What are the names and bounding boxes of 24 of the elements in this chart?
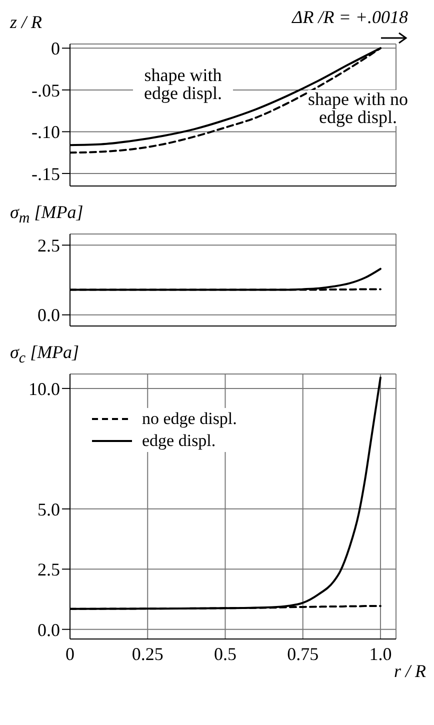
- y-tick-label: 5.0: [38, 499, 60, 520]
- y-tick-label: 0: [51, 38, 60, 59]
- x-tick-label: 0.5: [214, 644, 236, 664]
- y-axis-title: z / R: [10, 12, 42, 33]
- y-tick-label: -.10: [32, 122, 60, 142]
- y-tick-label: -.15: [32, 164, 60, 184]
- x-tick-label: 0: [66, 644, 74, 664]
- annotation: shape with edge displ.: [133, 65, 233, 103]
- annotation: shape with no edge displ.: [308, 89, 408, 127]
- legend-label: no edge displ.: [142, 408, 237, 430]
- x-tick-label: 0.75: [287, 644, 319, 664]
- y-tick-label: 10.0: [28, 378, 60, 399]
- text: ΔR /R = +.0018: [208, 7, 408, 27]
- y-tick-label: 0.0: [38, 305, 60, 326]
- x-tick-label: 1.0: [369, 644, 392, 664]
- y-tick-label: 2.5: [38, 236, 60, 256]
- y-axis-title: σ$_{m}$ [MPa]: [10, 202, 84, 228]
- y-tick-label: 2.5: [38, 560, 60, 580]
- x-tick-label: 0.25: [132, 644, 164, 664]
- y-tick-label: -.05: [32, 80, 60, 100]
- y-axis-title: σ$_{c}$ [MPa]: [10, 342, 80, 368]
- legend-label: edge displ.: [142, 430, 216, 452]
- x-axis-title: r / R: [394, 661, 426, 682]
- y-tick-label: 0.0: [38, 620, 60, 640]
